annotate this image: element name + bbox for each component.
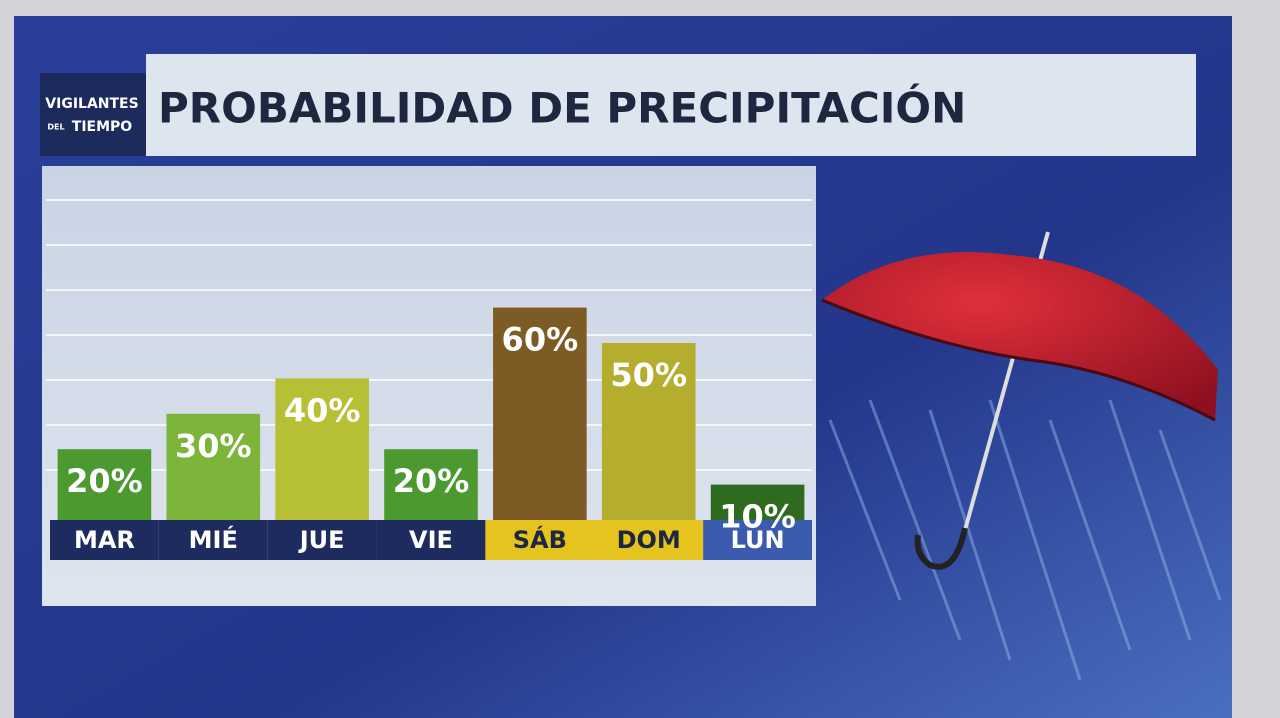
x-tick-label: JUE xyxy=(298,526,345,554)
value-label: 60% xyxy=(502,321,579,359)
value-label: 50% xyxy=(610,356,687,394)
category-box xyxy=(485,520,595,560)
value-label: 20% xyxy=(393,462,470,500)
plot: MAR 20% MIÉ 30% JUE 40% VIE 20% SÁB 60% DOM 50% LUN1… xyxy=(50,307,812,560)
chart-title: PROBABILIDAD DE PRECIPITACIÓN xyxy=(158,83,966,133)
x-tick-label: SÁB xyxy=(513,525,567,554)
bar xyxy=(601,343,696,520)
category-box xyxy=(594,520,704,560)
category-box xyxy=(50,520,159,560)
category-box xyxy=(703,520,812,560)
category-box xyxy=(376,520,486,560)
category-box xyxy=(267,520,377,560)
bar xyxy=(166,413,261,520)
title-bar xyxy=(146,54,1196,156)
rain xyxy=(828,399,1222,681)
value-label: 20% xyxy=(66,462,143,500)
bar xyxy=(493,307,587,520)
umbrella xyxy=(821,231,1218,570)
x-tick-label: MIÉ xyxy=(189,525,238,554)
logo-box xyxy=(40,73,146,156)
logo-text: TIEMPO xyxy=(72,119,133,135)
bar xyxy=(57,449,152,520)
logo-text: DEL xyxy=(47,123,64,132)
bar xyxy=(384,449,478,520)
x-tick-label: VIE xyxy=(409,526,453,554)
bar xyxy=(275,378,369,520)
value-label: 40% xyxy=(284,391,361,429)
value-label: 30% xyxy=(175,427,252,465)
x-tick-label: MAR xyxy=(74,526,135,554)
x-tick-label: DOM xyxy=(617,526,681,554)
category-box xyxy=(158,520,268,560)
logo-text: VIGILANTES xyxy=(45,96,138,112)
x-tick-label: LUN xyxy=(731,526,785,554)
bar xyxy=(710,484,805,520)
value-label: 10% xyxy=(719,498,796,536)
